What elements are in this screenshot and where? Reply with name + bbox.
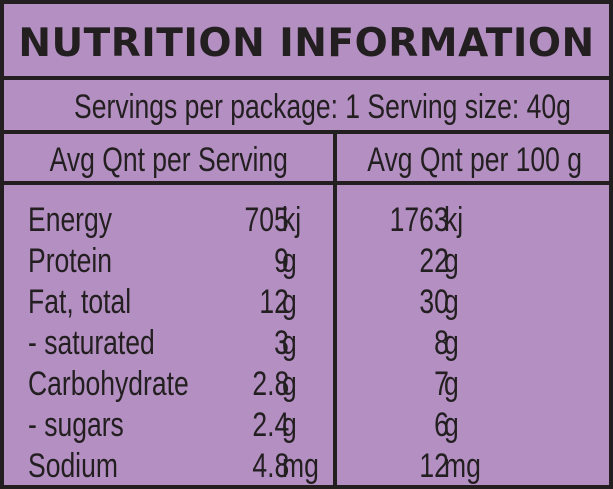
nutrient-name: Sodium: [28, 447, 118, 485]
serving-unit: g: [282, 406, 297, 444]
divider-title: [4, 76, 609, 80]
per100-unit: g: [444, 324, 459, 362]
per100-unit: g: [444, 242, 459, 280]
serving-value: 9: [274, 242, 289, 280]
per100-value: 7: [434, 365, 449, 403]
column-header-per-100g: Avg Qnt per 100 g: [367, 141, 583, 179]
servings-line: Servings per package: 1 Serving size: 40…: [4, 87, 609, 127]
nutrient-name: Protein: [28, 242, 113, 280]
table-row: Protein 9 g 22 g: [4, 241, 609, 282]
nutrient-rows: Energy 705 kj 1763 kj Protein 9 g 22 g Fat, total 1…: [4, 200, 609, 487]
column-divider: [333, 130, 337, 485]
serving-value: 705: [244, 201, 289, 239]
nutrient-name: - sugars: [28, 406, 124, 444]
serving-unit: g: [282, 283, 297, 321]
per100-unit: kj: [444, 201, 464, 239]
panel-title: NUTRITION INFORMATION: [18, 21, 595, 66]
serving-unit: kj: [282, 201, 302, 239]
serving-unit: g: [282, 324, 297, 362]
table-row: - sugars 2.4 g 6 g: [4, 405, 609, 446]
serving-unit: g: [282, 365, 297, 403]
table-row: Sodium 4.8 mg 12 mg: [4, 446, 609, 487]
divider-header: [4, 181, 609, 185]
table-row: Energy 705 kj 1763 kj: [4, 200, 609, 241]
per100-unit: g: [444, 365, 459, 403]
per100-unit: mg: [444, 447, 481, 485]
serving-value: 2.4: [252, 406, 289, 444]
nutrient-name: - saturated: [28, 324, 155, 362]
per100-value: 6: [434, 406, 449, 444]
per100-value: 12: [419, 447, 449, 485]
per100-value: 8: [434, 324, 449, 362]
serving-unit: g: [282, 242, 297, 280]
serving-value: 4.8: [252, 447, 289, 485]
table-row: Fat, total 12 g 30 g: [4, 282, 609, 323]
table-row: - saturated 3 g 8 g: [4, 323, 609, 364]
serving-value: 2.8: [252, 365, 289, 403]
serving-unit: mg: [282, 447, 319, 485]
table-row: Carbohydrate 2.8 g 7 g: [4, 364, 609, 405]
nutrient-name: Fat, total: [28, 283, 132, 321]
per100-value: 30: [419, 283, 449, 321]
serving-value: 3: [274, 324, 289, 362]
per100-value: 1763: [390, 201, 449, 239]
nutrient-name: Carbohydrate: [28, 365, 189, 403]
per100-value: 22: [419, 242, 449, 280]
divider-servings: [4, 130, 609, 134]
servings-text: Servings per package: 1 Serving size: 40…: [74, 88, 571, 126]
per100-unit: g: [444, 406, 459, 444]
nutrient-name: Energy: [28, 201, 113, 239]
serving-value: 12: [259, 283, 289, 321]
per100-unit: g: [444, 283, 459, 321]
column-header-per-serving: Avg Qnt per Serving: [49, 141, 288, 179]
